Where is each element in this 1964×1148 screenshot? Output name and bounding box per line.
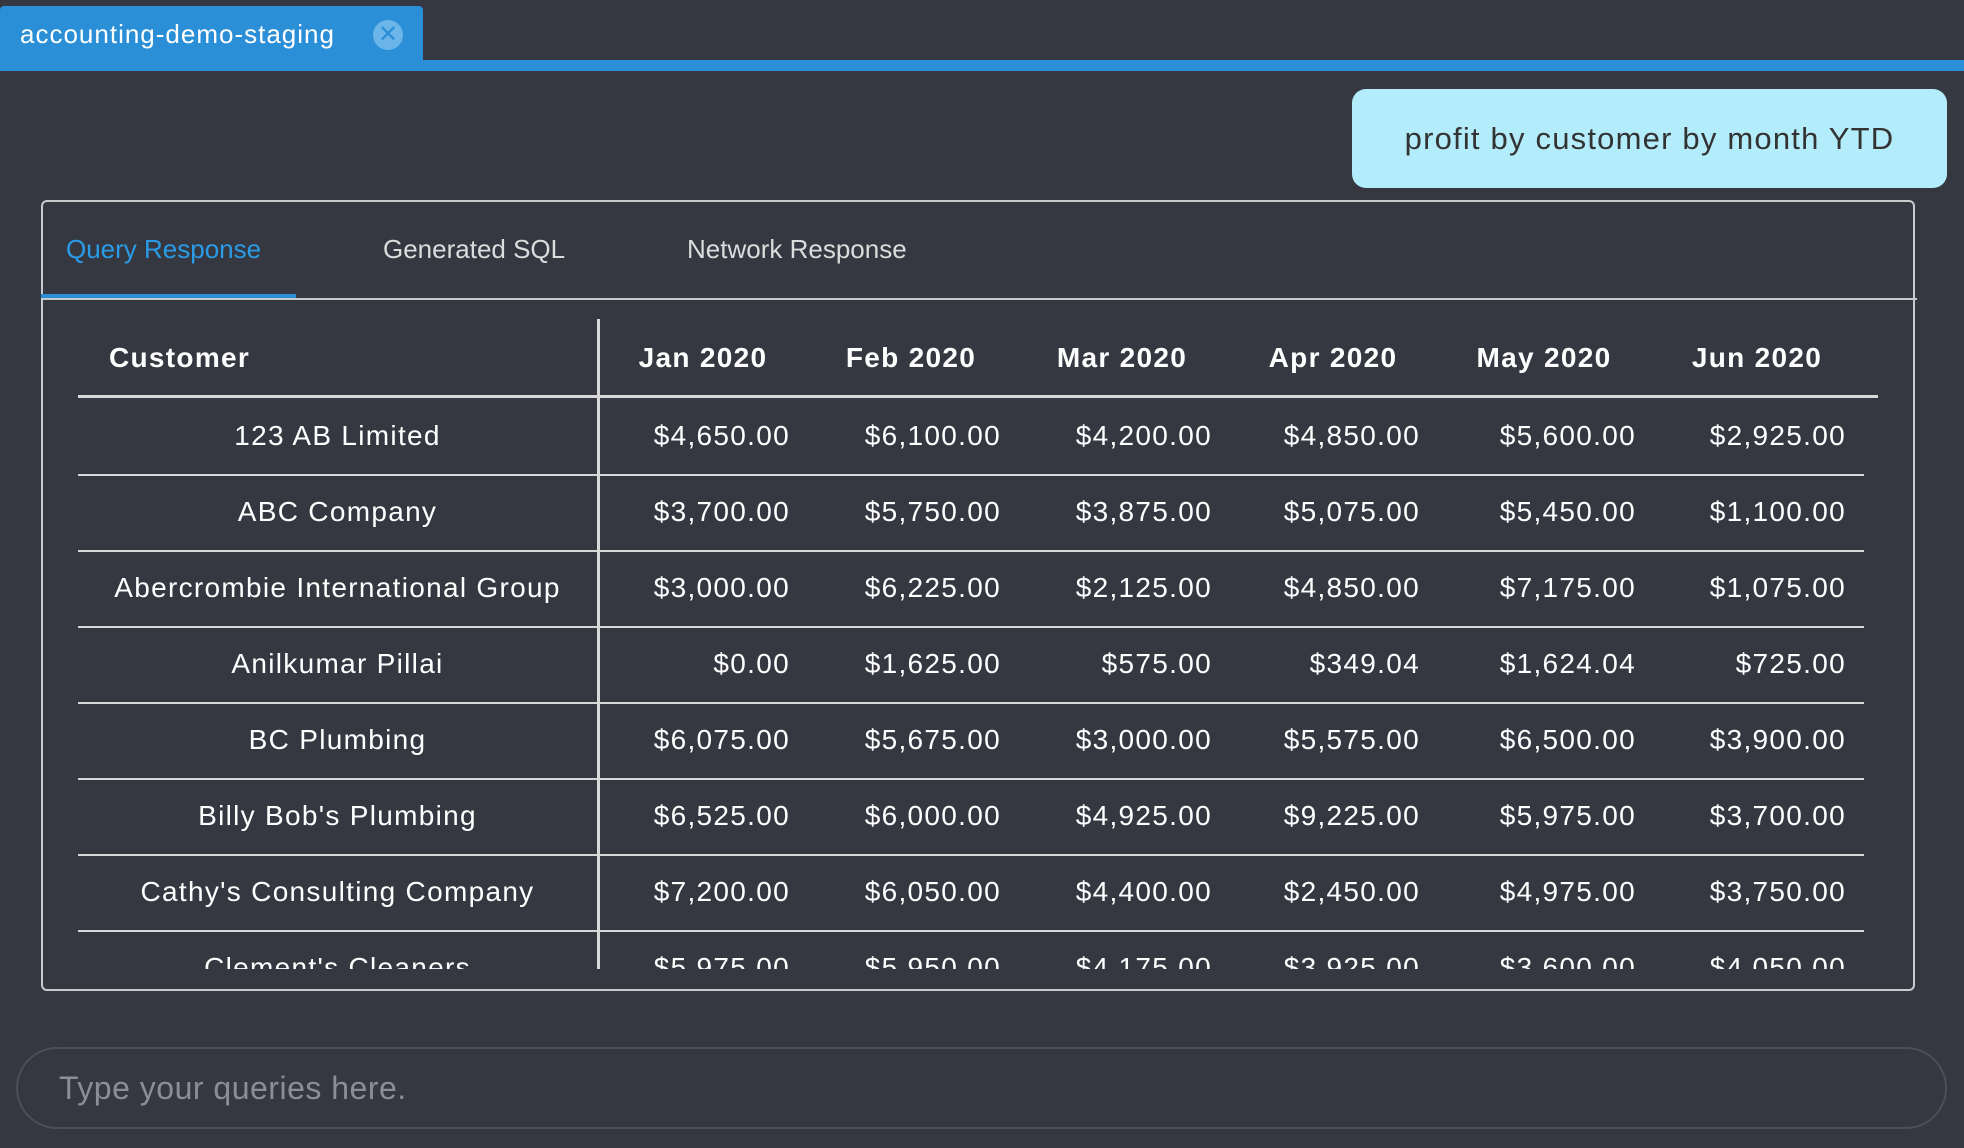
value-cell: $2,450.00	[1283, 876, 1420, 907]
value-cell: $1,075.00	[1709, 572, 1846, 603]
value-cell: $4,850.00	[1283, 420, 1420, 451]
column-header: Mar 2020	[1056, 342, 1188, 373]
row-rule	[78, 474, 1864, 476]
value-cell: $1,100.00	[1709, 496, 1846, 527]
value-cell: $5,450.00	[1499, 496, 1636, 527]
value-cell: $5,675.00	[864, 724, 1001, 755]
value-cell: $6,500.00	[1499, 724, 1636, 755]
row-rule	[78, 930, 1864, 932]
value-cell: $3,000.00	[1075, 724, 1212, 755]
value-cell: $3,750.00	[1709, 876, 1846, 907]
customer-cell: Abercrombie International Group	[114, 572, 561, 603]
value-cell: $3,700.00	[653, 496, 790, 527]
row-rule	[78, 626, 1864, 628]
value-cell: $3,925.00	[1283, 952, 1420, 969]
row-rule	[78, 778, 1864, 780]
value-cell: $0.00	[713, 648, 790, 679]
value-cell: $4,200.00	[1075, 420, 1212, 451]
value-cell: $5,750.00	[864, 496, 1001, 527]
value-cell: $1,624.04	[1499, 648, 1636, 679]
row-rule	[78, 854, 1864, 856]
response-tab[interactable]: Network Response	[687, 234, 907, 264]
response-panel	[41, 200, 1915, 991]
value-cell: $5,950.00	[864, 952, 1001, 969]
value-cell: $349.04	[1309, 648, 1420, 679]
value-cell: $4,850.00	[1283, 572, 1420, 603]
result-table: Customer Jan 2020 Feb 2020 Mar 2020 Apr 2020…	[78, 319, 1878, 969]
value-cell: $4,400.00	[1075, 876, 1212, 907]
response-tab[interactable]: Query Response	[66, 234, 262, 264]
customer-cell: Cathy's Consulting Company	[140, 876, 535, 907]
tab-close[interactable]: ✕	[373, 20, 403, 50]
value-cell: $2,925.00	[1709, 420, 1846, 451]
column-header: Jun 2020	[1691, 342, 1823, 373]
customer-cell: 123 AB Limited	[234, 420, 441, 451]
value-cell: $7,200.00	[653, 876, 790, 907]
value-cell: $4,175.00	[1075, 952, 1212, 969]
customer-cell: Billy Bob's Plumbing	[198, 800, 477, 831]
value-cell: $6,225.00	[864, 572, 1001, 603]
row-rule	[78, 550, 1864, 552]
tabs-divider	[41, 298, 1917, 300]
value-cell: $5,975.00	[653, 952, 790, 969]
customer-cell: BC Plumbing	[248, 724, 427, 755]
value-cell: $4,650.00	[653, 420, 790, 451]
column-divider	[597, 319, 600, 969]
column-header: Apr 2020	[1268, 342, 1398, 373]
column-header: May 2020	[1476, 342, 1612, 373]
query-input[interactable]	[16, 1047, 1947, 1129]
value-cell: $4,050.00	[1709, 952, 1846, 969]
header-rule	[78, 395, 1878, 398]
value-cell: $6,000.00	[864, 800, 1001, 831]
value-cell: $6,525.00	[653, 800, 790, 831]
customer-cell: ABC Company	[237, 496, 438, 527]
customer-cell: Anilkumar Pillai	[231, 648, 444, 679]
value-cell: $6,050.00	[864, 876, 1001, 907]
value-cell: $9,225.00	[1283, 800, 1420, 831]
value-cell: $5,575.00	[1283, 724, 1420, 755]
query-bubble: profit by customer by month YTD	[1352, 89, 1947, 188]
value-cell: $725.00	[1735, 648, 1846, 679]
value-cell: $575.00	[1101, 648, 1212, 679]
active-tab-underline	[41, 294, 296, 298]
value-cell: $4,975.00	[1499, 876, 1636, 907]
value-cell: $4,925.00	[1075, 800, 1212, 831]
tab-bar	[0, 60, 1964, 71]
row-rule	[78, 702, 1864, 704]
value-cell: $6,100.00	[864, 420, 1001, 451]
value-cell: $6,075.00	[653, 724, 790, 755]
customer-cell: Clement's Cleaners	[204, 952, 471, 969]
input-placeholder: Type your queries here.	[59, 1070, 407, 1106]
value-cell: $3,600.00	[1499, 952, 1636, 969]
value-cell: $5,075.00	[1283, 496, 1420, 527]
value-cell: $5,975.00	[1499, 800, 1636, 831]
value-cell: $2,125.00	[1075, 572, 1212, 603]
value-cell: $3,000.00	[653, 572, 790, 603]
value-cell: $3,875.00	[1075, 496, 1212, 527]
value-cell: $3,900.00	[1709, 724, 1846, 755]
value-cell: $3,700.00	[1709, 800, 1846, 831]
response-tab[interactable]: Generated SQL	[383, 234, 566, 264]
tab[interactable]: accounting-demo-staging ✕	[0, 6, 423, 62]
column-header: Feb 2020	[845, 342, 977, 373]
column-header: Jan 2020	[638, 342, 768, 373]
value-cell: $7,175.00	[1499, 572, 1636, 603]
value-cell: $5,600.00	[1499, 420, 1636, 451]
value-cell: $1,625.00	[864, 648, 1001, 679]
tab-label: accounting-demo-staging	[20, 19, 335, 49]
column-header: Customer	[109, 342, 251, 373]
